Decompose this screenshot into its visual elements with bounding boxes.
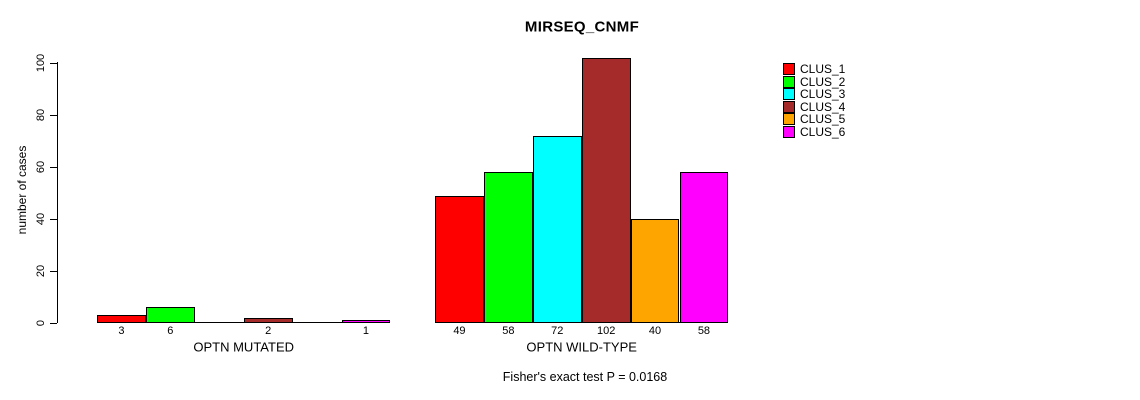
y-tick-60 — [50, 167, 57, 168]
y-tick-label-0: 0 — [35, 319, 47, 327]
bar-clus_4-group1 — [581, 58, 631, 323]
legend-row-clus_2: CLUS_2 — [783, 74, 846, 89]
bar-clus_4-group0 — [243, 318, 293, 323]
y-tick-20 — [50, 271, 57, 272]
legend-swatch-clus_5 — [783, 113, 795, 126]
legend: CLUS_1 CLUS_2 CLUS_3 CLUS_4 CLUS_5 CLUS_6 — [783, 63, 845, 138]
bar-clus_2-group1 — [483, 172, 533, 323]
legend-label-clus_1: CLUS_1 — [800, 62, 846, 76]
legend-label-clus_2: CLUS_2 — [800, 74, 846, 89]
y-tick-100 — [50, 63, 57, 64]
bar-label-clus_1-group1: 49 — [453, 325, 466, 337]
bar-label-clus_6-group0: 1 — [362, 325, 369, 337]
y-axis-line — [57, 62, 58, 323]
legend-label-clus_6: CLUS_6 — [800, 124, 846, 139]
legend-row-clus_6: CLUS_6 — [783, 124, 846, 139]
y-tick-label-80: 80 — [35, 108, 47, 122]
legend-row-clus_3: CLUS_3 — [783, 88, 845, 101]
bar-clus_6-group1 — [679, 172, 729, 323]
y-tick-40 — [50, 219, 57, 220]
y-tick-80 — [50, 115, 57, 116]
bar-label-clus_2-group1: 58 — [502, 325, 515, 337]
legend-label-clus_5: CLUS_5 — [800, 112, 846, 126]
bar-label-clus_2-group0: 6 — [167, 325, 174, 337]
bar-clus_1-group1 — [435, 196, 484, 323]
bar-label-clus_3-group1: 72 — [551, 325, 564, 337]
legend-row-clus_1: CLUS_1 — [783, 63, 845, 76]
legend-row-clus_4: CLUS_4 — [783, 99, 846, 114]
bar-label-clus_1-group0: 3 — [118, 325, 125, 337]
legend-row-clus_5: CLUS_5 — [783, 113, 845, 126]
bar-clus_2-group0 — [145, 307, 195, 323]
group-label-0: OPTN MUTATED — [193, 339, 294, 355]
legend-label-clus_3: CLUS_3 — [800, 87, 846, 101]
y-tick-label-40: 40 — [35, 212, 47, 226]
legend-swatch-clus_2 — [783, 75, 795, 88]
bar-clus_5-group1 — [630, 219, 680, 323]
legend-label-clus_4: CLUS_4 — [800, 99, 846, 114]
bar-label-clus_4-group1: 102 — [596, 325, 616, 337]
y-tick-label-20: 20 — [35, 264, 47, 278]
legend-swatch-clus_1 — [783, 63, 795, 76]
fisher-test-annotation: Fisher's exact test P = 0.0168 — [502, 370, 668, 384]
bar-label-clus_5-group1: 40 — [648, 325, 662, 337]
bar-clus_1-group0 — [97, 315, 146, 323]
legend-swatch-clus_6 — [783, 125, 795, 138]
bar-label-clus_4-group0: 2 — [265, 325, 272, 337]
bar-label-clus_6-group1: 58 — [697, 325, 711, 337]
legend-swatch-clus_3 — [783, 88, 795, 101]
bar-clus_6-group0 — [341, 320, 391, 323]
group-label-1: OPTN WILD-TYPE — [526, 339, 637, 355]
legend-swatch-clus_4 — [783, 100, 795, 113]
bar-clus_3-group1 — [532, 136, 582, 323]
y-tick-label-100: 100 — [35, 53, 47, 73]
y-axis-label: number of cases — [15, 145, 29, 235]
y-tick-label-60: 60 — [35, 160, 47, 174]
y-tick-0 — [50, 323, 57, 324]
chart-title: MIRSEQ_CNMF — [524, 18, 640, 36]
